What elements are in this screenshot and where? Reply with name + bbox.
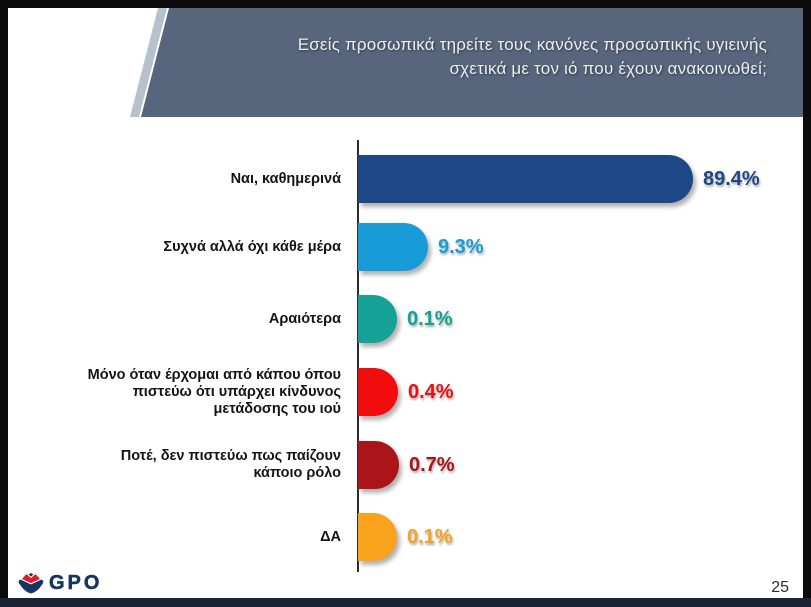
bar-row: ΔΑ 0.1% <box>8 501 803 573</box>
bar <box>358 513 397 561</box>
bar-row: Συχνά αλλά όχι κάθε μέρα 9.3% <box>8 211 803 283</box>
bar-row: Αραιότερα 0.1% <box>8 283 803 355</box>
value-label: 9.3% <box>438 235 484 258</box>
bar <box>358 295 397 343</box>
category-label: Μόνο όταν έρχομαι από κάπου όπου πιστεύω… <box>87 366 341 417</box>
value-label: 0.1% <box>407 525 453 548</box>
value-label: 0.7% <box>409 453 455 476</box>
bar-row: Μόνο όταν έρχομαι από κάπου όπου πιστεύω… <box>8 356 803 428</box>
header-banner: Εσείς προσωπικά τηρείτε τους κανόνες προ… <box>141 8 803 117</box>
bar-row: Ποτέ, δεν πιστεύω πως παίζουν κάποιο ρόλ… <box>8 429 803 501</box>
bar <box>358 368 398 416</box>
page-number: 25 <box>771 579 789 596</box>
category-label: ΔΑ <box>320 528 341 545</box>
question-title-line1: Εσείς προσωπικά τηρείτε τους κανόνες προ… <box>297 35 767 54</box>
bar <box>358 223 428 271</box>
slide: Εσείς προσωπικά τηρείτε τους κανόνες προ… <box>8 8 803 598</box>
bar <box>358 441 399 489</box>
bar-row: Ναι, καθημερινά 89.4% <box>8 143 803 215</box>
gpo-logo: GPO <box>18 571 102 595</box>
value-label: 0.4% <box>408 380 454 403</box>
bar <box>358 155 693 203</box>
value-label: 0.1% <box>407 307 453 330</box>
category-label: Συχνά αλλά όχι κάθε μέρα <box>163 238 341 255</box>
question-title-line2: σχετικά με τον ιό που έχουν ανακοινωθεί; <box>449 59 767 78</box>
bar-chart: Ναι, καθημερινά 89.4% Συχνά αλλά όχι κάθε … <box>8 8 803 598</box>
question-title: Εσείς προσωπικά τηρείτε τους κανόνες προ… <box>298 33 767 81</box>
gpo-emblem-icon <box>18 573 44 594</box>
value-label: 89.4% <box>703 167 760 190</box>
category-label: Ναι, καθημερινά <box>230 170 341 187</box>
bottom-strip <box>0 598 811 607</box>
category-label: Ποτέ, δεν πιστεύω πως παίζουν κάποιο ρόλ… <box>120 448 341 481</box>
gpo-logo-text: GPO <box>49 571 103 594</box>
category-label: Αραιότερα <box>268 310 341 327</box>
axis-line <box>357 140 359 572</box>
